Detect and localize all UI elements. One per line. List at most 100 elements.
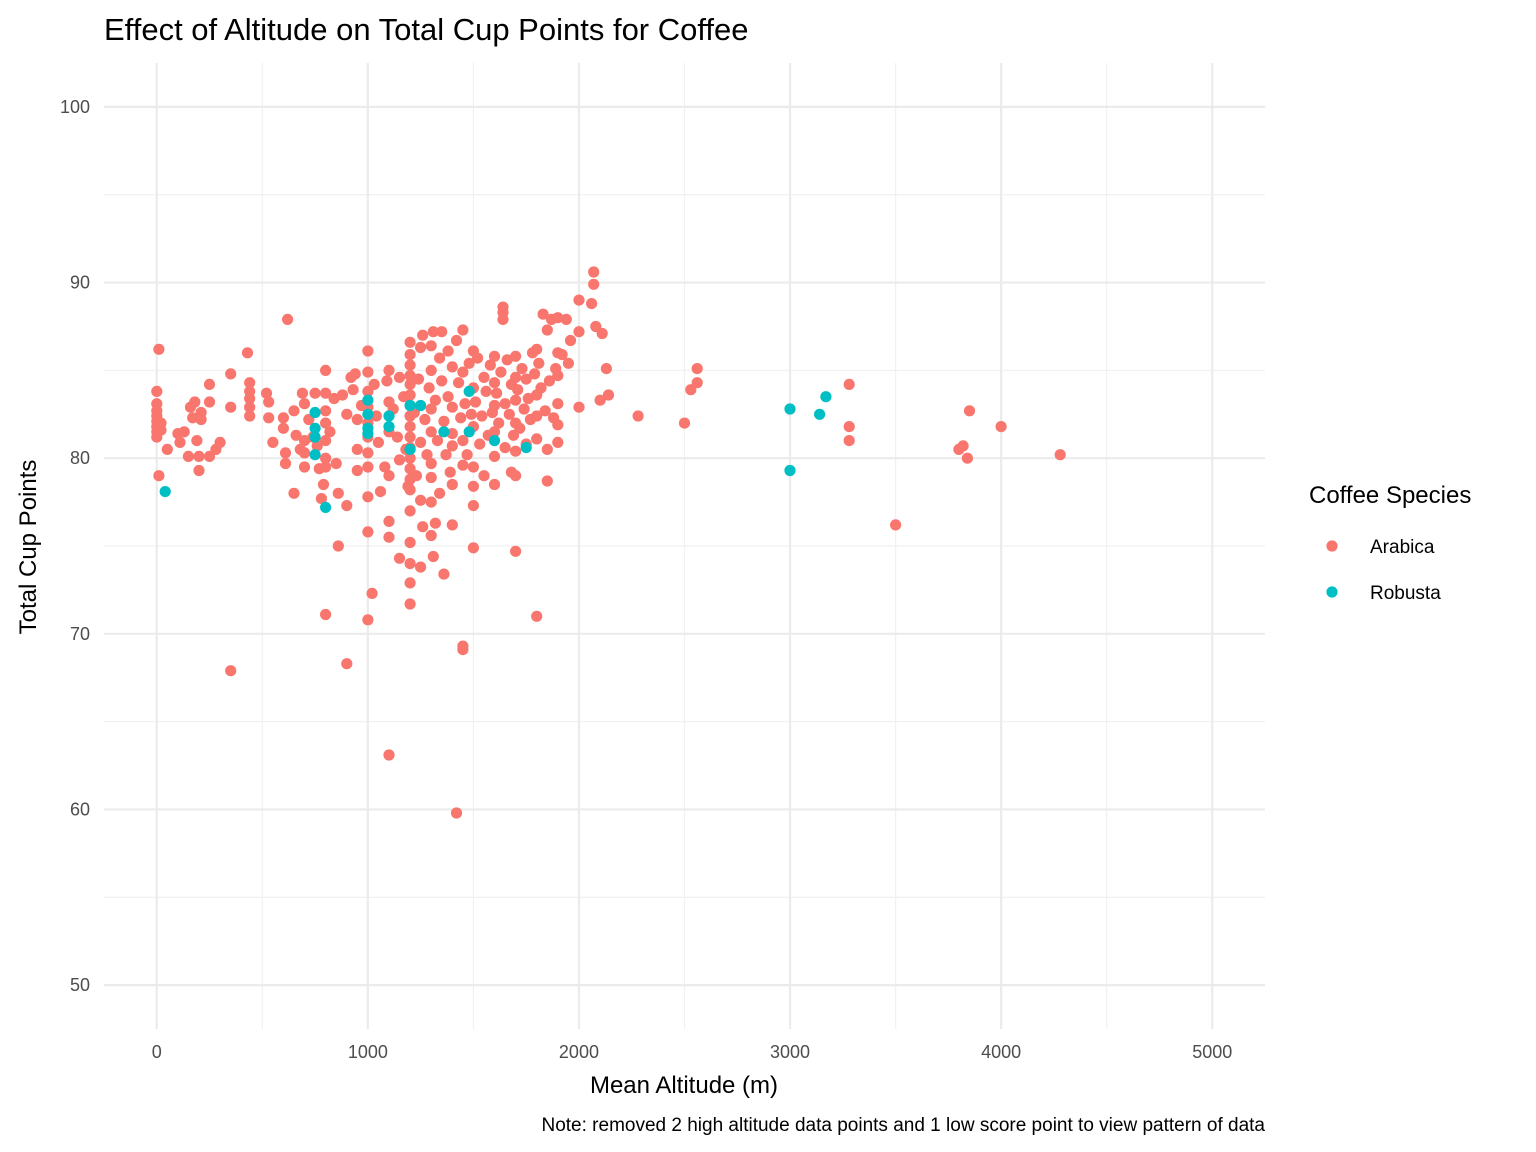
data-point-arabica bbox=[438, 568, 450, 580]
data-point-arabica bbox=[446, 401, 458, 413]
data-point-arabica bbox=[488, 399, 501, 412]
legend-label-robusta: Robusta bbox=[1370, 583, 1441, 604]
data-point-arabica bbox=[963, 405, 976, 417]
y-tick-label: 80 bbox=[70, 448, 90, 468]
data-point-arabica bbox=[434, 487, 446, 499]
data-point-arabica bbox=[446, 428, 458, 440]
chart-title: Effect of Altitude on Total Cup Points f… bbox=[104, 12, 749, 47]
data-point-arabica bbox=[484, 359, 496, 371]
data-point-arabica bbox=[195, 406, 207, 419]
legend-items: Arabica Robusta bbox=[1326, 537, 1441, 604]
data-point-arabica bbox=[244, 377, 256, 389]
data-point-arabica bbox=[427, 326, 439, 338]
data-point-robusta bbox=[362, 408, 374, 420]
data-point-arabica bbox=[320, 461, 332, 473]
data-point-arabica bbox=[362, 447, 374, 459]
data-point-arabica bbox=[596, 327, 608, 340]
data-point-arabica bbox=[187, 412, 199, 424]
data-point-arabica bbox=[383, 364, 395, 376]
data-point-arabica bbox=[537, 308, 549, 320]
data-point-arabica bbox=[379, 461, 391, 473]
data-point-arabica bbox=[309, 387, 321, 399]
data-point-arabica bbox=[543, 375, 556, 387]
data-point-arabica bbox=[446, 478, 458, 491]
data-point-arabica bbox=[419, 413, 431, 426]
data-point-robusta bbox=[159, 486, 171, 498]
data-point-arabica bbox=[493, 417, 505, 429]
data-point-arabica bbox=[573, 401, 585, 413]
data-point-arabica bbox=[890, 519, 902, 531]
data-point-arabica bbox=[691, 363, 703, 375]
data-point-arabica bbox=[404, 359, 416, 371]
data-point-arabica bbox=[410, 470, 422, 482]
data-point-arabica bbox=[404, 378, 416, 390]
data-point-arabica bbox=[383, 515, 395, 528]
data-point-arabica bbox=[404, 336, 416, 348]
data-point-arabica bbox=[214, 436, 226, 448]
data-point-arabica bbox=[193, 450, 205, 462]
points-layer bbox=[151, 266, 1066, 819]
data-point-arabica bbox=[562, 357, 575, 369]
data-point-arabica bbox=[320, 435, 332, 447]
data-point-arabica bbox=[472, 352, 484, 364]
data-point-arabica bbox=[446, 440, 458, 452]
data-point-arabica bbox=[404, 536, 416, 549]
data-point-arabica bbox=[404, 577, 416, 589]
data-point-arabica bbox=[351, 443, 363, 455]
data-point-arabica bbox=[501, 354, 513, 366]
data-point-arabica bbox=[332, 540, 344, 552]
data-point-arabica bbox=[509, 445, 522, 457]
data-point-arabica bbox=[178, 426, 190, 438]
data-point-arabica bbox=[349, 368, 361, 380]
y-tick-label: 60 bbox=[70, 799, 90, 819]
data-point-arabica bbox=[531, 433, 543, 445]
data-point-robusta bbox=[309, 431, 321, 443]
y-tick-label: 100 bbox=[60, 97, 90, 117]
legend: Coffee Species Arabica Robusta bbox=[1309, 482, 1471, 604]
data-point-arabica bbox=[404, 370, 416, 382]
data-point-robusta bbox=[309, 449, 321, 461]
x-tick-label: 3000 bbox=[770, 1042, 810, 1062]
data-point-arabica bbox=[552, 419, 564, 431]
data-point-arabica bbox=[425, 471, 437, 484]
data-point-arabica bbox=[488, 450, 501, 462]
data-point-arabica bbox=[552, 370, 564, 382]
data-point-arabica bbox=[362, 366, 374, 378]
data-point-arabica bbox=[404, 598, 416, 610]
data-point-arabica bbox=[425, 426, 437, 438]
data-point-arabica bbox=[446, 361, 458, 373]
data-point-arabica bbox=[362, 461, 374, 473]
data-point-robusta bbox=[383, 421, 395, 433]
data-point-arabica bbox=[450, 807, 463, 819]
data-point-arabica bbox=[509, 545, 522, 557]
legend-key-robusta bbox=[1326, 586, 1338, 598]
data-point-arabica bbox=[383, 470, 395, 482]
data-point-arabica bbox=[341, 408, 353, 420]
data-point-arabica bbox=[438, 415, 450, 427]
data-point-arabica bbox=[404, 421, 416, 433]
data-point-arabica bbox=[374, 486, 387, 498]
data-point-arabica bbox=[417, 521, 429, 533]
data-point-arabica bbox=[412, 373, 425, 385]
data-point-arabica bbox=[372, 436, 384, 448]
data-point-arabica bbox=[531, 410, 543, 422]
data-point-arabica bbox=[370, 410, 382, 422]
data-point-arabica bbox=[421, 449, 433, 461]
data-point-arabica bbox=[328, 392, 340, 405]
data-point-arabica bbox=[488, 377, 501, 389]
data-point-arabica bbox=[843, 378, 855, 390]
data-point-arabica bbox=[393, 454, 406, 466]
data-point-arabica bbox=[957, 440, 969, 452]
data-point-arabica bbox=[478, 470, 490, 482]
data-point-robusta bbox=[784, 464, 796, 477]
data-point-arabica bbox=[478, 371, 490, 383]
data-point-arabica bbox=[465, 408, 477, 420]
data-point-arabica bbox=[153, 470, 165, 482]
data-point-arabica bbox=[425, 457, 437, 470]
data-point-arabica bbox=[193, 464, 205, 477]
data-point-arabica bbox=[393, 552, 406, 564]
series-robusta bbox=[159, 385, 832, 513]
data-point-arabica bbox=[450, 334, 463, 347]
data-point-arabica bbox=[434, 352, 446, 364]
data-point-arabica bbox=[518, 403, 530, 415]
